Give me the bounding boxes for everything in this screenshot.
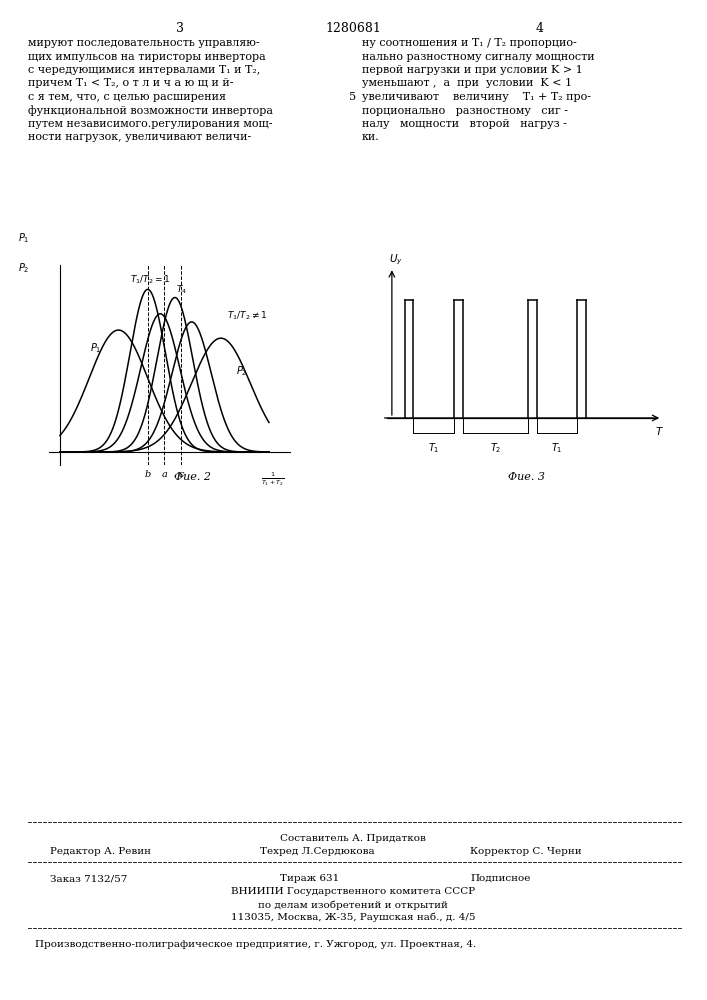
Text: $P_1$: $P_1$: [90, 341, 101, 355]
Text: первой нагрузки и при условии K > 1: первой нагрузки и при условии K > 1: [362, 65, 583, 75]
Text: функциональной возможности инвертора: функциональной возможности инвертора: [28, 105, 273, 116]
Text: $\frac{1}{T_1+T_2}$: $\frac{1}{T_1+T_2}$: [262, 470, 285, 488]
Text: $T_1$: $T_1$: [551, 441, 563, 455]
Text: налу   мощности   второй   нагруз -: налу мощности второй нагруз -: [362, 119, 567, 129]
Text: Подписное: Подписное: [470, 874, 530, 883]
Text: нально разностному сигналу мощности: нально разностному сигналу мощности: [362, 51, 595, 62]
Text: щих импульсов на тиристоры инвертора: щих импульсов на тиристоры инвертора: [28, 51, 266, 62]
Text: 3: 3: [176, 22, 184, 35]
Text: a: a: [161, 470, 168, 479]
Text: Техред Л.Сердюкова: Техред Л.Сердюкова: [260, 847, 375, 856]
Text: порционально   разностному   сиг -: порционально разностному сиг -: [362, 105, 568, 115]
Text: мируют последовательность управляю-: мируют последовательность управляю-: [28, 38, 259, 48]
Text: ки.: ки.: [362, 132, 380, 142]
Text: $P_2$: $P_2$: [236, 364, 247, 378]
Text: $T_1$: $T_1$: [428, 441, 439, 455]
Text: 1280681: 1280681: [325, 22, 381, 35]
Text: $P_1$: $P_1$: [18, 231, 30, 245]
Text: $T_4$: $T_4$: [175, 284, 187, 296]
Text: уменьшают ,  а  при  условии  K < 1: уменьшают , а при условии K < 1: [362, 79, 572, 89]
Text: Составитель А. Придатков: Составитель А. Придатков: [280, 834, 426, 843]
Text: Φue. 3: Φue. 3: [508, 472, 546, 482]
Text: $T_1/T_2=1$: $T_1/T_2=1$: [129, 274, 170, 286]
Text: по делам изобретений и открытий: по делам изобретений и открытий: [258, 900, 448, 910]
Text: 5: 5: [349, 92, 356, 102]
Text: Производственно-полиграфическое предприятие, г. Ужгород, ул. Проектная, 4.: Производственно-полиграфическое предприя…: [35, 940, 477, 949]
Text: b: b: [145, 470, 151, 479]
Text: с чередующимися интервалами T₁ и T₂,: с чередующимися интервалами T₁ и T₂,: [28, 65, 260, 75]
Text: ВНИИПИ Государственного комитета СССР: ВНИИПИ Государственного комитета СССР: [231, 887, 475, 896]
Text: $P_2$: $P_2$: [18, 261, 30, 275]
Text: Заказ 7132/57: Заказ 7132/57: [50, 874, 127, 883]
Text: Корректор С. Черни: Корректор С. Черни: [470, 847, 582, 856]
Text: Тираж 631: Тираж 631: [280, 874, 339, 883]
Text: $T_1/T_2\neq 1$: $T_1/T_2\neq 1$: [227, 310, 268, 322]
Text: 113035, Москва, Ж-35, Раушская наб., д. 4/5: 113035, Москва, Ж-35, Раушская наб., д. …: [230, 913, 475, 922]
Text: c: c: [178, 470, 184, 479]
Text: ну соотношения и T₁ / T₂ пропорцио-: ну соотношения и T₁ / T₂ пропорцио-: [362, 38, 577, 48]
Text: причем T₁ < T₂, о т л и ч а ю щ и й-: причем T₁ < T₂, о т л и ч а ю щ и й-: [28, 79, 233, 89]
Text: Редактор А. Ревин: Редактор А. Ревин: [50, 847, 151, 856]
Text: увеличивают    величину    T₁ + T₂ про-: увеличивают величину T₁ + T₂ про-: [362, 92, 591, 102]
Text: с я тем, что, с целью расширения: с я тем, что, с целью расширения: [28, 92, 226, 102]
Text: путем независимого.регулирования мощ-: путем независимого.регулирования мощ-: [28, 119, 272, 129]
Text: $T$: $T$: [655, 425, 664, 437]
Text: $U_y$: $U_y$: [390, 253, 403, 267]
Text: 4: 4: [536, 22, 544, 35]
Text: $T_2$: $T_2$: [490, 441, 501, 455]
Text: ности нагрузок, увеличивают величи-: ности нагрузок, увеличивают величи-: [28, 132, 251, 142]
Text: Φue. 2: Φue. 2: [175, 472, 211, 482]
